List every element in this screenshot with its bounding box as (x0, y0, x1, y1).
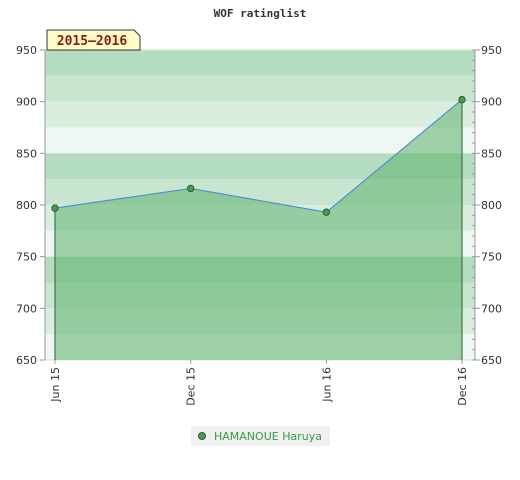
series-line-layer (54, 99, 463, 213)
y-tick-label-right: 750 (481, 251, 502, 264)
data-point (322, 208, 331, 216)
data-point (51, 204, 59, 212)
data-point (458, 95, 466, 104)
y-tick-label-right: 700 (481, 302, 502, 315)
band (45, 75, 475, 102)
x-tick-label: Jun 15 (49, 367, 62, 403)
data-point-markers (51, 95, 466, 216)
y-ticks-right: 950 900 850 800 750 700 650 (475, 44, 502, 367)
x-tick-label: Dec 15 (185, 367, 198, 406)
band (45, 101, 475, 128)
y-tick-label-right: 900 (481, 96, 502, 109)
y-tick-label-left: 800 (16, 199, 37, 212)
series-area-layer (55, 99, 462, 360)
y-tick-label-right: 800 (481, 199, 502, 212)
y-tick-label-right: 850 (481, 147, 502, 160)
series-line (54, 99, 463, 213)
y-tick-label-right: 650 (481, 354, 502, 367)
series-area (55, 99, 462, 360)
x-ticks: Jun 15 Dec 15 Jun 16 Dec 16 (49, 360, 469, 406)
drop-lines (54, 99, 463, 360)
x-tick-label: Jun 16 (320, 367, 333, 403)
legend-series-name: HAMANOUE Haruya (214, 430, 322, 443)
legend-marker-icon (198, 432, 206, 440)
y-tick-label-left: 650 (16, 354, 37, 367)
legend-box (191, 426, 330, 446)
x-tick-label: Dec 16 (456, 367, 469, 406)
y-ticks-left: 950 900 850 800 750 700 650 (16, 44, 45, 367)
period-badge: 2015–2016 (46, 29, 141, 51)
y-minor-ticks (472, 49, 475, 361)
y-tick-label-left: 950 (16, 44, 37, 57)
data-point (186, 184, 195, 193)
y-tick-label-left: 850 (16, 147, 37, 160)
legend: HAMANOUE Haruya (191, 426, 330, 446)
y-tick-label-right: 950 (481, 44, 502, 57)
y-tick-label-left: 900 (16, 96, 37, 109)
chart-title: WOF ratinglist (214, 7, 307, 20)
period-badge-label: 2015–2016 (57, 34, 128, 49)
band (45, 50, 475, 76)
y-tick-label-left: 700 (16, 302, 37, 315)
y-tick-label-left: 750 (16, 251, 37, 264)
